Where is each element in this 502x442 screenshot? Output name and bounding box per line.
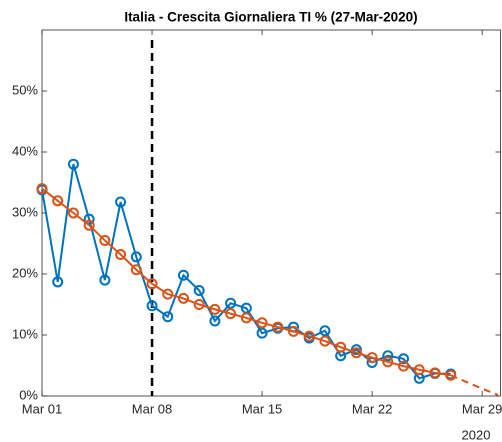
marker <box>209 315 221 327</box>
marker <box>413 364 425 376</box>
marker <box>209 303 221 315</box>
marker <box>177 292 189 304</box>
marker <box>162 288 174 300</box>
marker <box>240 312 252 324</box>
marker <box>398 360 410 372</box>
marker <box>52 195 64 207</box>
line <box>41 163 451 380</box>
marker <box>83 213 95 225</box>
marker <box>99 274 111 286</box>
x-tick-label: Mar 22 <box>352 401 392 416</box>
y-tick-label: 30% <box>12 204 38 219</box>
marker <box>256 317 268 329</box>
marker <box>225 297 237 309</box>
y-tick-label: 10% <box>12 326 38 341</box>
x-tick-label: Mar 01 <box>22 401 62 416</box>
plot-area <box>41 29 501 397</box>
x-tick-label: Mar 08 <box>132 401 172 416</box>
marker <box>272 321 284 333</box>
marker <box>382 356 394 368</box>
x-tick-label: Mar 15 <box>242 401 282 416</box>
y-tick-label: 0% <box>19 387 38 402</box>
marker <box>130 264 142 276</box>
marker <box>335 341 347 353</box>
marker <box>162 311 174 323</box>
marker <box>398 353 410 365</box>
marker <box>99 234 111 246</box>
chart-title: Italia - Crescita Giornaliera TI % (27-M… <box>124 10 417 25</box>
marker <box>146 300 158 312</box>
y-tick-label: 20% <box>12 265 38 280</box>
marker <box>256 327 268 339</box>
marker <box>115 248 127 260</box>
marker <box>177 269 189 281</box>
marker <box>83 219 95 231</box>
marker <box>193 299 205 310</box>
y-tick-label: 50% <box>12 82 38 97</box>
marker <box>67 207 79 219</box>
marker <box>146 278 158 290</box>
marker <box>288 325 300 337</box>
marker <box>366 352 378 364</box>
marker <box>303 330 315 342</box>
marker <box>52 276 64 288</box>
marker <box>445 369 457 381</box>
marker <box>193 284 205 296</box>
marker <box>350 347 362 359</box>
marker <box>319 325 331 337</box>
line <box>450 374 499 396</box>
marker <box>67 158 79 170</box>
x-tick-label: Mar 29 <box>462 401 502 416</box>
marker <box>225 308 237 320</box>
marker <box>382 350 394 362</box>
marker <box>429 367 441 379</box>
y-tick-label: 40% <box>12 143 38 158</box>
marker <box>115 196 127 208</box>
x-secondary-label: 2020 <box>462 427 491 442</box>
marker <box>319 335 331 347</box>
marker <box>130 251 142 263</box>
marker <box>36 183 48 195</box>
